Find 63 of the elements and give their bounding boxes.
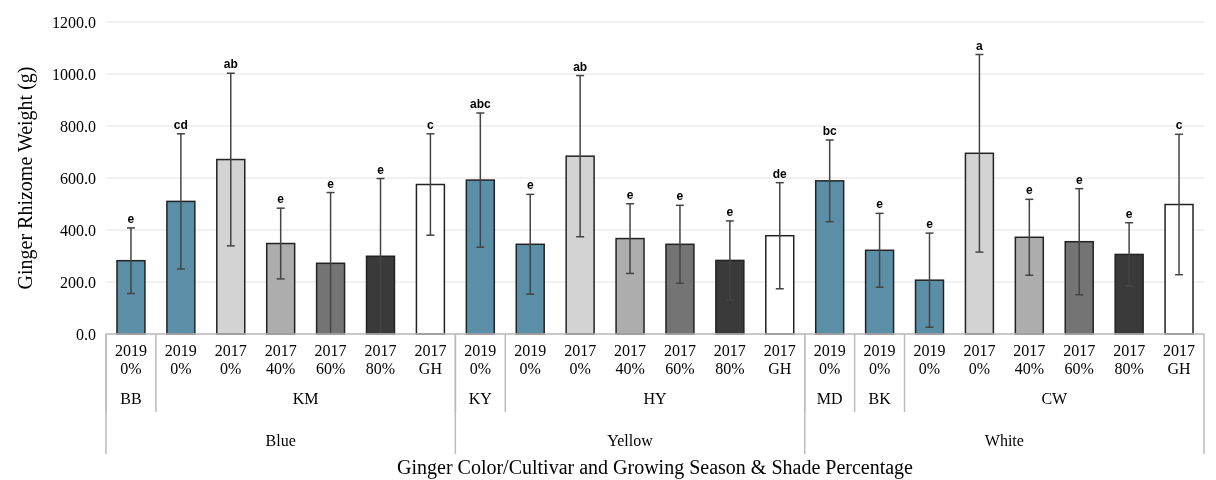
text: Blue [265,432,296,449]
x-tick-label: 2017 80% [713,342,746,377]
significance-letter: e [526,178,534,193]
significance-letter: de [772,166,787,181]
text: KY [468,390,493,407]
text: MD [816,390,843,407]
significance-letter: a [976,38,983,53]
significance-letter: c [427,117,434,132]
y-tick-label: 1200.0 [52,13,96,31]
y-tick-label: 600.0 [60,169,96,187]
x-tick-label: 2019 0% [913,342,946,377]
significance-letter: e [726,204,734,219]
significance-letter: e [676,189,684,204]
y-tick-label: 1000.0 [52,65,96,83]
x-tick-label: 2019 0% [514,342,547,377]
y-tick-label: 200.0 [60,273,96,291]
text: KM [292,390,319,407]
significance-letter: ab [573,59,588,74]
x-tick-label: 2017 60% [663,342,696,377]
significance-letter: e [1025,183,1033,198]
x-tick-label: 2017 80% [1113,342,1146,377]
x-tick-label: 2019 0% [164,342,197,377]
text: HY [643,390,667,407]
significance-letter: e [127,211,135,226]
significance-letter: cd [173,117,188,132]
x-tick-label: 2017 80% [364,342,397,377]
x-tick-label: 2017 0% [564,342,597,377]
x-tick-label: 2019 0% [114,342,147,377]
text: BK [868,390,892,407]
significance-letter: e [1125,206,1133,221]
significance-letter: e [926,217,933,232]
significance-letter: abc [469,97,491,111]
text: White [984,432,1024,449]
significance-letter: e [626,187,634,202]
significance-letter: e [1075,172,1083,187]
x-tick-label: 2017 40% [264,342,297,377]
significance-letter: e [377,162,384,177]
significance-letter: c [1175,118,1183,133]
y-tick-label: 0.0 [76,325,96,343]
y-tick-label: 800.0 [60,117,96,135]
x-tick-label: 2019 0% [813,342,846,377]
y-axis-title: Ginger Rhizome Weight (g) [14,66,37,290]
y-tick-label: 400.0 [60,221,96,239]
x-tick-label: 2019 0% [464,342,497,377]
x-tick-label: 2017 60% [314,342,347,377]
x-axis-title: Ginger Color/Cultivar and Growing Season & Shade Percentage [397,456,914,479]
x-tick-label: 2017 GH [414,342,447,377]
x-tick-label: 2017 40% [1013,342,1046,377]
significance-letter: e [327,176,334,191]
significance-letter: bc [822,124,837,139]
text: Yellow [607,432,654,449]
significance-letter: e [876,197,883,212]
x-tick-label: 2017 GH [763,342,796,377]
significance-letter: ab [223,57,238,72]
x-tick-label: 2017 0% [963,342,996,377]
x-tick-label: 2017 60% [1063,342,1096,377]
x-tick-label: 2017 0% [214,342,247,377]
x-tick-label: 2017 40% [614,342,647,377]
x-tick-label: 2017 GH [1163,342,1196,377]
text: CW [1041,390,1069,407]
text: BB [120,390,142,407]
x-tick-label: 2019 0% [863,342,896,377]
significance-letter: e [277,192,285,207]
